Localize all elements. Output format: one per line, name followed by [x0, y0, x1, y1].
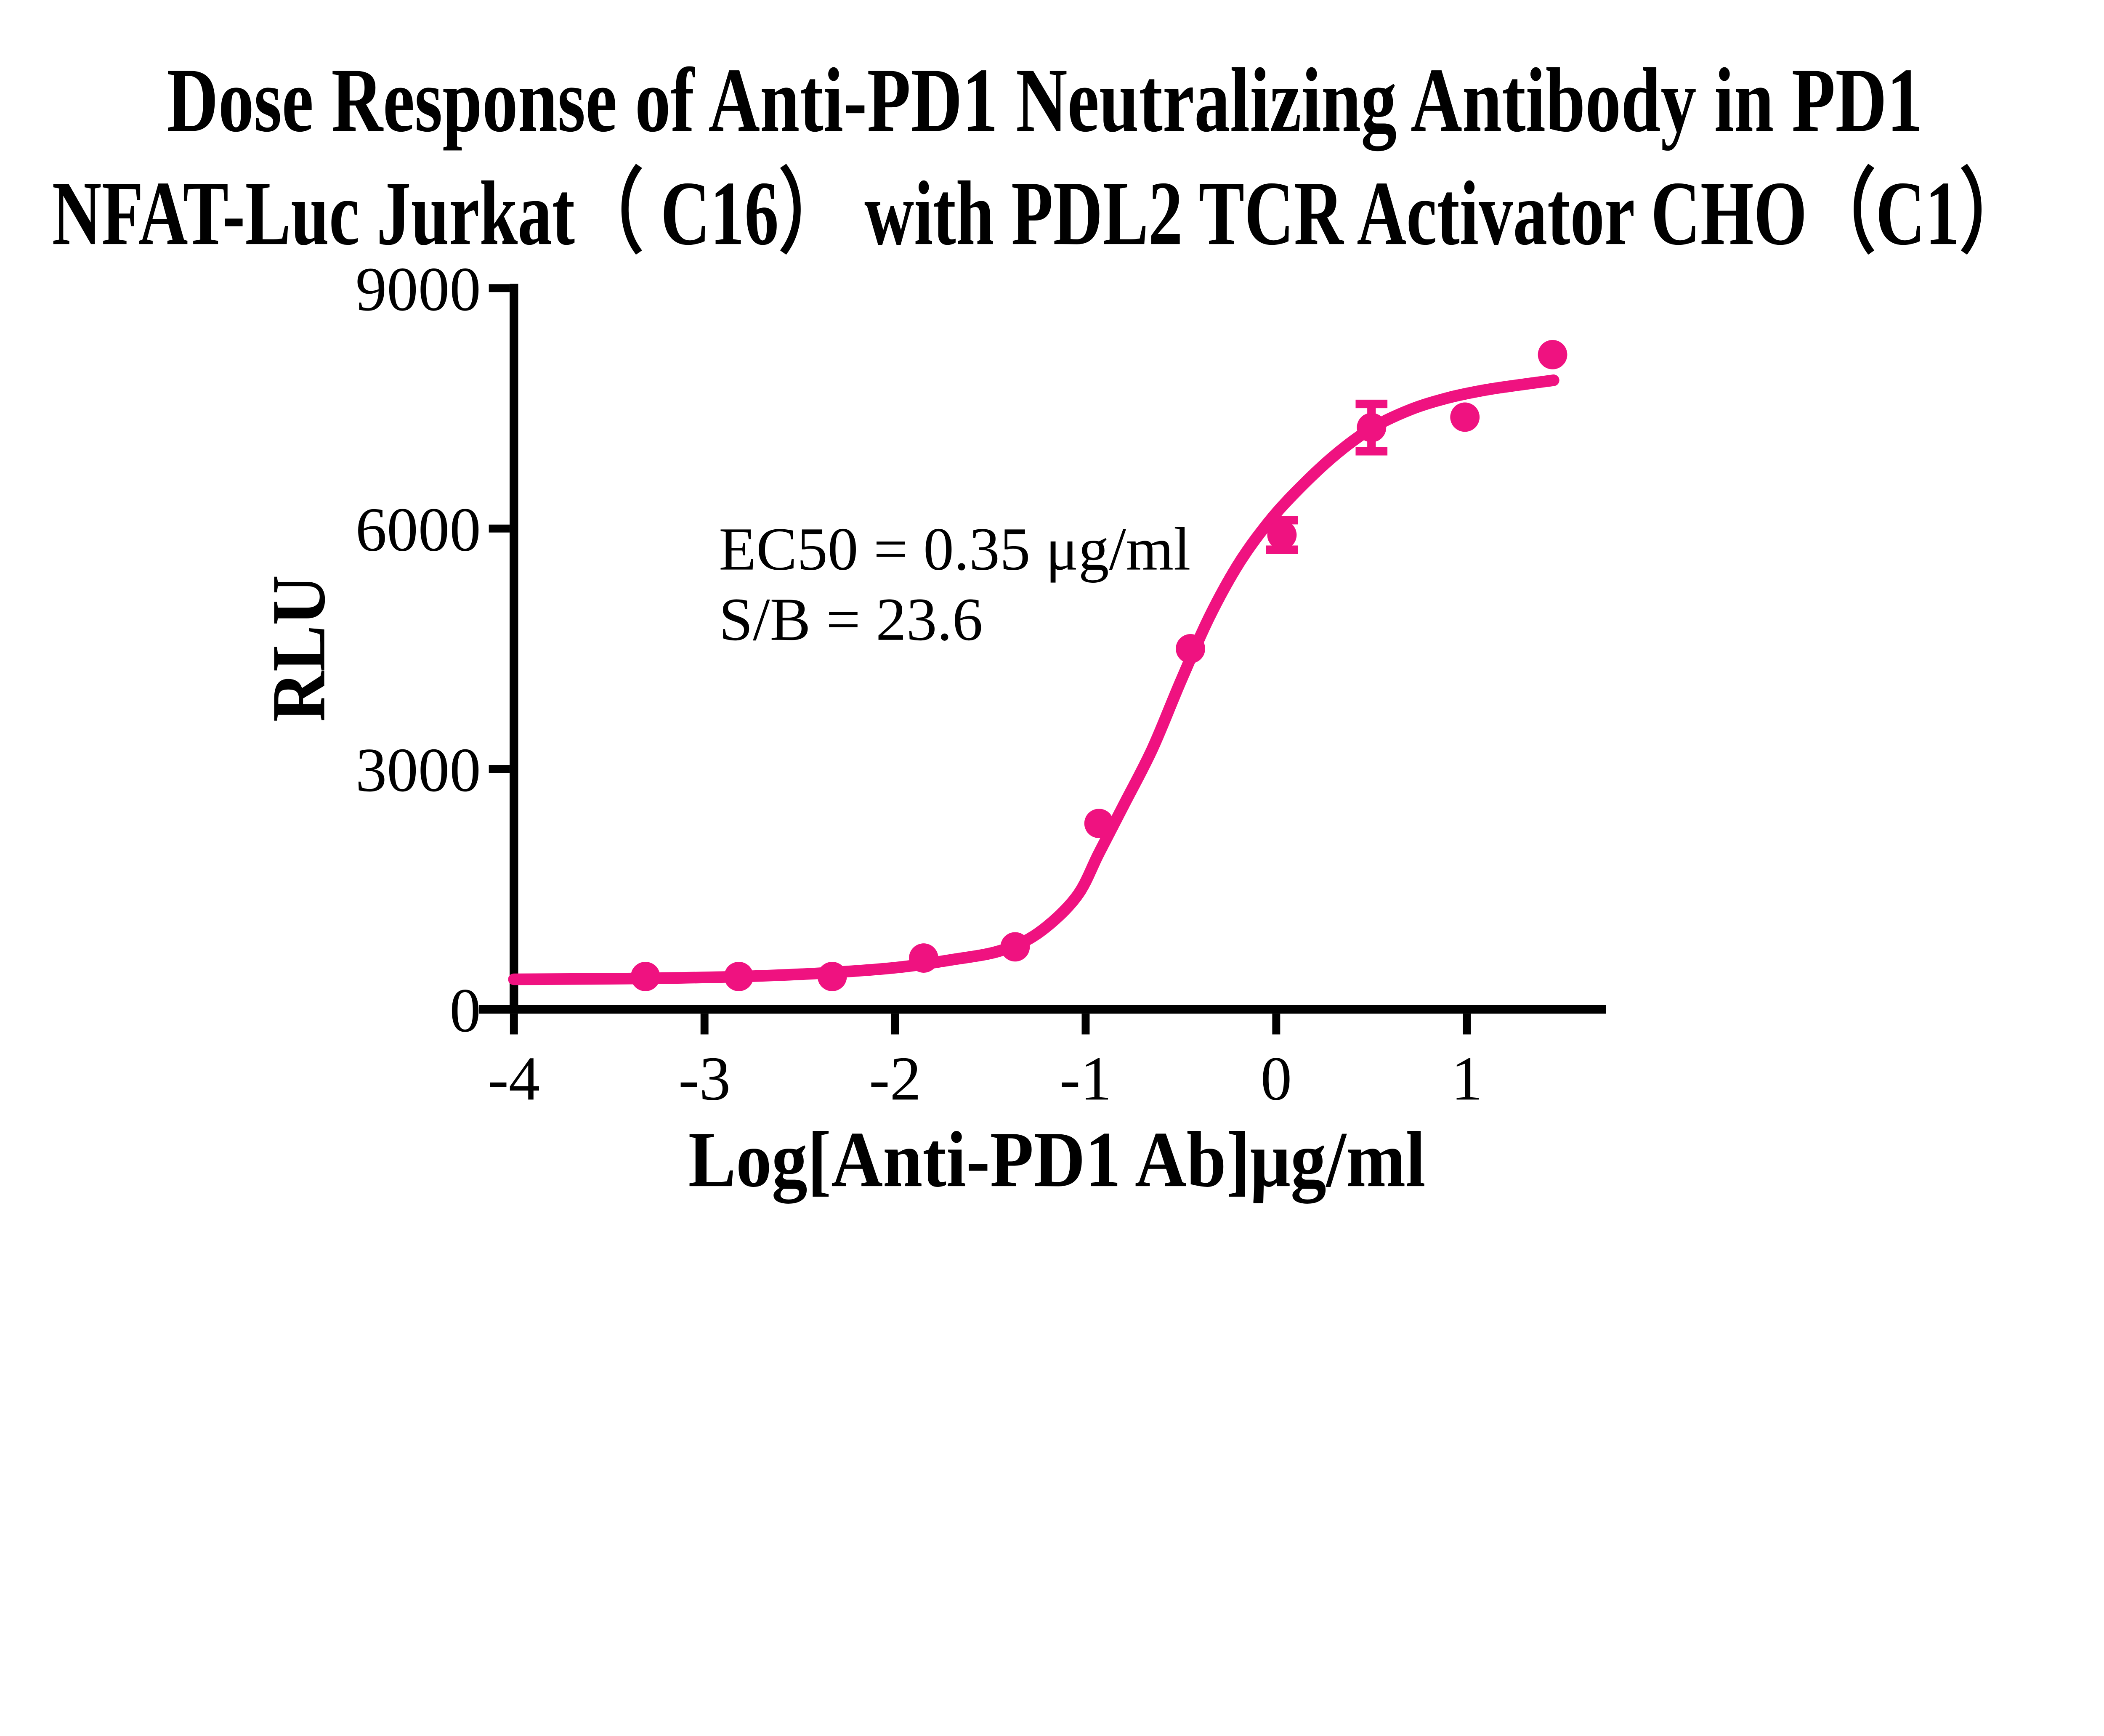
y-tick-label: 9000 — [356, 255, 481, 324]
fit-curve — [508, 374, 1559, 985]
data-points-layer — [630, 340, 1567, 991]
x-axis-title: Log[Anti-PD1 Ab]μg/ml — [688, 1115, 1426, 1204]
data-point — [630, 961, 660, 991]
y-tick-label: 0 — [449, 976, 481, 1045]
chart-title-line-2: NFAT-Luc Jurkat（ C16） with PDL2 TCR Acti… — [52, 163, 2028, 264]
dose-response-figure: Dose Response of Anti-PD1 Neutralizing A… — [52, 50, 2028, 1204]
axes-layer: -4 -3 -2 -1 0 1 0 3000 6000 9000 — [356, 255, 1606, 1113]
x-tick-label: -3 — [678, 1044, 731, 1113]
data-point — [1000, 932, 1030, 962]
chart-title-line-1: Dose Response of Anti-PD1 Neutralizing A… — [167, 50, 1923, 151]
x-tick-label: -2 — [869, 1044, 921, 1113]
data-point — [909, 943, 938, 973]
y-axis-title: RLU — [257, 575, 341, 722]
data-point — [1538, 340, 1567, 369]
fit-curve-layer — [508, 374, 1559, 985]
dose-response-chart: Dose Response of Anti-PD1 Neutralizing A… — [52, 50, 2028, 1204]
annotation-sb: S/B = 23.6 — [719, 586, 983, 653]
x-tick-label: -4 — [488, 1044, 540, 1113]
y-tick-label: 6000 — [356, 495, 481, 565]
data-point — [1176, 634, 1205, 664]
data-point — [1084, 809, 1114, 838]
y-tick-label: 3000 — [356, 735, 481, 805]
data-point — [1267, 520, 1297, 550]
x-tick-label: 1 — [1451, 1044, 1482, 1113]
data-point — [724, 961, 754, 991]
data-point — [1450, 402, 1480, 432]
data-point — [817, 961, 847, 991]
annotation-ec50: EC50 = 0.35 μg/ml — [719, 515, 1190, 583]
data-point — [1357, 413, 1387, 443]
x-tick-label: -1 — [1060, 1044, 1112, 1113]
x-tick-label: 0 — [1261, 1044, 1292, 1113]
